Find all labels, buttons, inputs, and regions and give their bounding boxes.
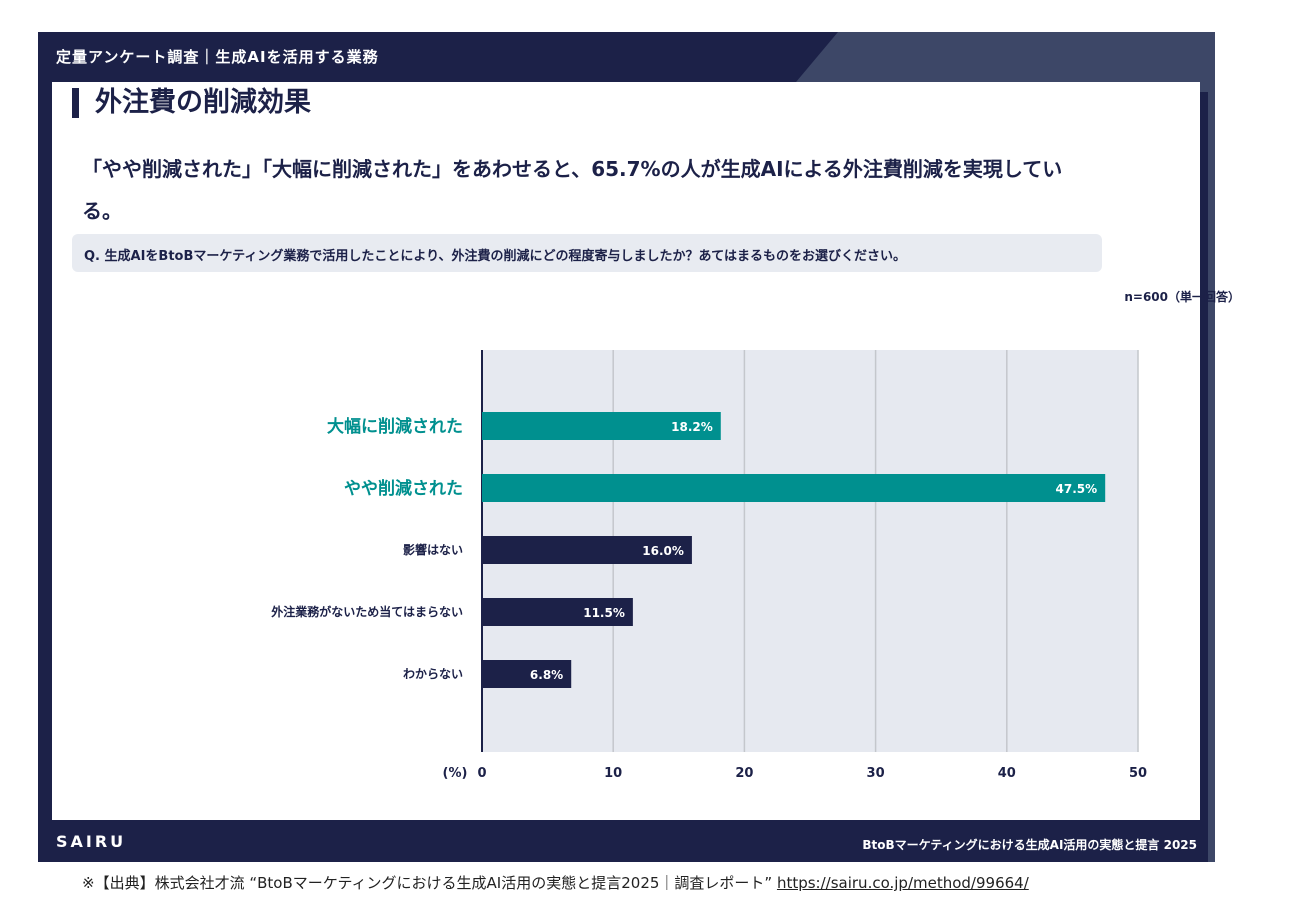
bar [482, 474, 1106, 502]
data-label: 18.2% [671, 420, 713, 434]
data-label: 6.8% [530, 668, 563, 682]
category-label: わからない [403, 667, 463, 681]
category-label: やや削減された [344, 478, 463, 499]
category-label: 大幅に削減された [327, 416, 463, 437]
data-label: 11.5% [583, 606, 625, 620]
sample-size: n=600（単一回答） [1124, 290, 1240, 304]
source-text: ※【出典】株式会社才流 “BtoBマーケティングにおける生成AI活用の実態と提言… [82, 874, 777, 892]
x-tick-label: 20 [735, 766, 753, 781]
bar [482, 536, 692, 564]
brand-logo: SAIRU [56, 832, 127, 851]
x-tick-label: 10 [604, 766, 622, 781]
category-label: 影響はない [403, 542, 463, 557]
data-label: 47.5% [1056, 482, 1098, 496]
question-box: Q. 生成AIをBtoBマーケティング業務で活用したことにより、外注費の削減にど… [72, 234, 1102, 272]
x-tick-label: 40 [998, 766, 1016, 781]
lead-text: 「やや削減された」「大幅に削減された」をあわせると、65.7%の人が生成AIによ… [82, 157, 1063, 223]
source-link[interactable]: https://sairu.co.jp/method/99664/ [776, 874, 1029, 892]
x-tick-label: 30 [867, 766, 885, 781]
x-tick-label: 50 [1129, 766, 1147, 781]
data-label: 16.0% [642, 544, 684, 558]
header-title: 定量アンケート調査｜生成AIを活用する業務 [56, 48, 379, 66]
side-decoration [1208, 32, 1215, 862]
source-note: ※【出典】株式会社才流 “BtoBマーケティングにおける生成AI活用の実態と提言… [82, 872, 1029, 893]
bar [482, 412, 721, 440]
bar [482, 660, 572, 688]
category-label: 外注業務がないため当てはまらない [271, 604, 463, 619]
page-title: 外注費の削減効果 [72, 88, 311, 118]
bar [482, 598, 633, 626]
report-title: BtoBマーケティングにおける生成AI活用の実態と提言 2025 [862, 838, 1197, 852]
x-axis-label: (%) [443, 766, 468, 781]
x-tick-label: 0 [477, 766, 486, 781]
